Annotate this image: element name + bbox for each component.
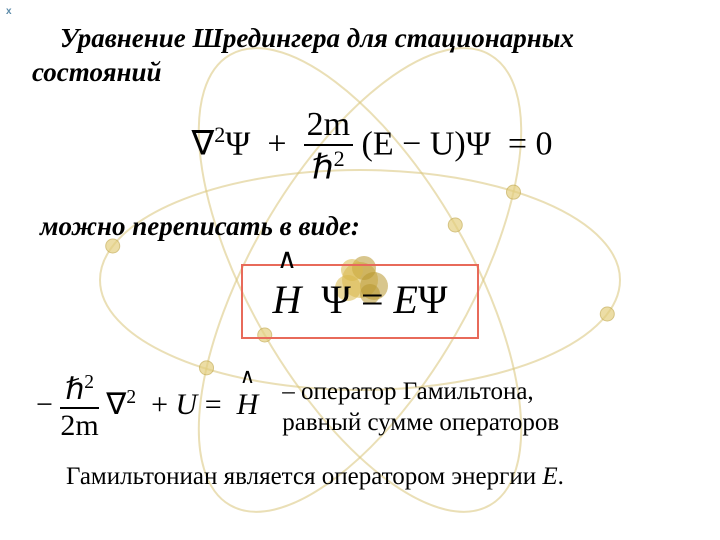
title-line-2: состояний	[32, 57, 162, 87]
bottom-text: Гамильтониан является оператором энергии…	[66, 463, 688, 491]
slide-content: Уравнение Шредингера для стационарных со…	[0, 0, 720, 491]
title-line-1: Уравнение Шредингера для стационарных	[60, 23, 574, 53]
subtitle: можно переписать в виде:	[40, 211, 688, 242]
equation-eigenvalue-box: ∧H Ψ = EΨ	[241, 264, 480, 339]
hamiltonian-row: − ℏ2 2m ∇2 + U = ∧H – оператор Гамильтон…	[36, 373, 688, 441]
equation-hamiltonian: − ℏ2 2m ∇2 + U = ∧H	[36, 373, 258, 441]
page-title: Уравнение Шредингера для стационарных со…	[32, 22, 688, 90]
equation-schrodinger: ∇2Ψ + 2m ℏ2 (E − U)Ψ = 0	[152, 108, 592, 185]
hamiltonian-description: – оператор Гамильтона, равный сумме опер…	[282, 376, 559, 439]
